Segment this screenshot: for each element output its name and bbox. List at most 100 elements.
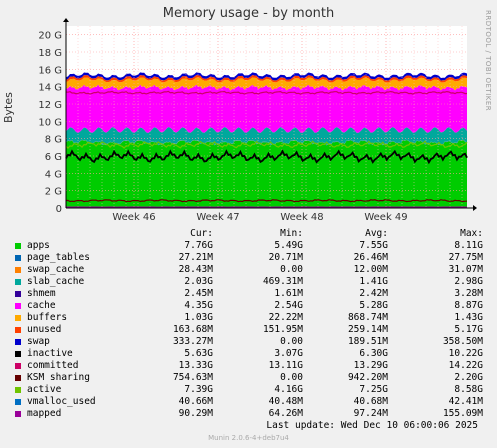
line-committed [65, 90, 468, 95]
legend-max: 31.07M [448, 264, 483, 275]
legend-min: 0.00 [280, 372, 303, 383]
rrdtool-credit: RRDTOOL / TOBI OETIKER [484, 10, 492, 112]
legend-swatch [15, 375, 21, 381]
y-tick-label: 18 G [38, 48, 62, 59]
legend-min: 2.54G [274, 300, 303, 311]
legend-name: slab_cache [27, 276, 85, 287]
legend-avg: 7.25G [359, 384, 388, 395]
line-active [65, 140, 468, 149]
legend-cur: 1.03G [184, 312, 213, 323]
legend-avg: 5.28G [359, 300, 388, 311]
legend-min: 13.11G [268, 360, 303, 371]
legend-max: 2.20G [454, 372, 483, 383]
x-axis-arrow [473, 205, 477, 211]
legend-cur: 90.29M [178, 408, 213, 419]
legend-min: 5.49G [274, 240, 303, 251]
legend-max: 3.28M [454, 288, 483, 299]
legend-swatch [15, 387, 21, 393]
line-ksm-sharing [65, 199, 467, 203]
legend-name: apps [27, 240, 50, 251]
area-shmem [66, 127, 467, 133]
legend-swatch [15, 327, 21, 333]
chart-title: Memory usage - by month [162, 6, 335, 21]
legend-cur: 163.68M [172, 324, 213, 335]
legend-avg: 189.51M [347, 336, 388, 347]
legend-row: unused 163.68M 151.95M 259.14M 5.17G [13, 324, 493, 336]
legend-avg: 942.20M [347, 372, 388, 383]
legend-cur: 13.33G [178, 360, 213, 371]
y-tick-label: 20 G [38, 31, 62, 42]
x-tick-label: Week 48 [280, 212, 323, 223]
legend-name: swap_cache [27, 264, 85, 275]
legend-header-max: Max: [460, 228, 483, 239]
legend-avg: 97.24M [353, 408, 388, 419]
legend-avg: 13.29G [353, 360, 388, 371]
legend-cur: 40.66M [178, 396, 213, 407]
legend-avg: 259.14M [347, 324, 388, 335]
munin-version: Munin 2.0.6-4+deb7u4 [208, 434, 289, 442]
legend-cur: 7.39G [184, 384, 213, 395]
legend-cur: 7.76G [184, 240, 213, 251]
y-tick-label: 6 G [45, 152, 62, 163]
legend-swatch [15, 267, 21, 273]
legend-row: page_tables 27.21M 20.71M 26.46M 27.75M [13, 252, 493, 264]
y-tick-label: 10 G [38, 117, 62, 128]
x-tick-label: Week 49 [364, 212, 407, 223]
legend-cur: 27.21M [178, 252, 213, 263]
legend-name: page_tables [27, 252, 90, 263]
legend-swatch [15, 279, 21, 285]
area-unused [66, 75, 467, 83]
legend-avg: 2.42M [359, 288, 388, 299]
legend-name: inactive [27, 348, 73, 359]
legend-row: active 7.39G 4.16G 7.25G 8.58G [13, 384, 493, 396]
legend-cur: 333.27M [172, 336, 213, 347]
last-update: Last update: Wed Dec 10 06:00:06 2025 [266, 420, 478, 431]
legend-header-cur: Cur: [190, 228, 213, 239]
legend-cur: 4.35G [184, 300, 213, 311]
legend-name: shmem [27, 288, 56, 299]
legend-max: 2.98G [454, 276, 483, 287]
x-tick-label: Week 46 [112, 212, 155, 223]
legend: Cur: Min: Avg: Max: apps 7.76G 5.49G 7.55G 8… [13, 228, 493, 420]
y-tick-label: 16 G [38, 65, 62, 76]
legend-row: vmalloc_used 40.66M 40.48M 40.68M 42.41M [13, 396, 493, 408]
legend-name: active [27, 384, 62, 395]
area-buffers [66, 77, 467, 91]
legend-avg: 868.74M [347, 312, 388, 323]
legend-cur: 2.03G [184, 276, 213, 287]
legend-avg: 7.55G [359, 240, 388, 251]
legend-avg: 12.00M [353, 264, 388, 275]
legend-row: apps 7.76G 5.49G 7.55G 8.11G [13, 240, 493, 252]
legend-swatch [15, 255, 21, 261]
legend-row: KSM sharing 754.63M 0.00 942.20M 2.20G [13, 372, 493, 384]
y-tick-label: 2 G [45, 187, 62, 198]
legend-header-min: Min: [280, 228, 303, 239]
y-tick-label: 14 G [38, 83, 62, 94]
legend-swatch [15, 411, 21, 417]
legend-max: 42.41M [448, 396, 483, 407]
y-tick-label: 4 G [45, 169, 62, 180]
legend-name: cache [27, 300, 56, 311]
legend-max: 8.58G [454, 384, 483, 395]
area-slab-cache [66, 127, 467, 146]
legend-swatch [15, 243, 21, 249]
legend-avg: 1.41G [359, 276, 388, 287]
legend-swatch [15, 291, 21, 297]
legend-name: vmalloc_used [27, 396, 96, 407]
legend-swatch [15, 399, 21, 405]
legend-name: KSM sharing [27, 372, 90, 383]
legend-row: committed 13.33G 13.11G 13.29G 14.22G [13, 360, 493, 372]
legend-min: 0.00 [280, 264, 303, 275]
legend-max: 14.22G [448, 360, 483, 371]
legend-max: 5.17G [454, 324, 483, 335]
legend-header-avg: Avg: [365, 228, 388, 239]
legend-min: 0.00 [280, 336, 303, 347]
legend-min: 64.26M [268, 408, 303, 419]
y-axis-arrow [63, 18, 69, 22]
legend-row: swap 333.27M 0.00 189.51M 358.50M [13, 336, 493, 348]
legend-swatch [15, 315, 21, 321]
legend-cur: 2.45M [184, 288, 213, 299]
line-inactive [65, 149, 468, 165]
legend-max: 358.50M [442, 336, 483, 347]
legend-name: mapped [27, 408, 62, 419]
